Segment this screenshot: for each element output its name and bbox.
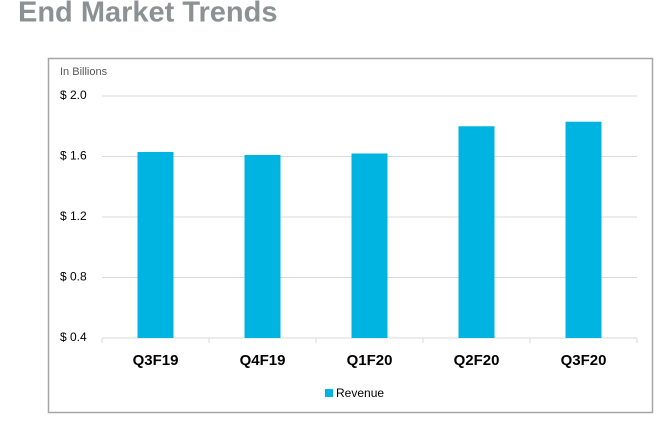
y-tick-label: $ 0.4 xyxy=(60,330,87,344)
bar xyxy=(458,126,495,338)
x-tick-label: Q4F19 xyxy=(240,352,286,369)
x-tick-label: Q3F19 xyxy=(133,352,179,369)
y-tick-label: $ 2.0 xyxy=(60,88,87,102)
bar xyxy=(351,153,388,338)
x-tick-label: Q1F20 xyxy=(347,352,393,369)
bar xyxy=(244,154,281,338)
x-tick-label: Q2F20 xyxy=(454,352,500,369)
bar xyxy=(137,151,174,338)
bar xyxy=(565,121,602,339)
y-tick-label: $ 1.6 xyxy=(60,149,87,163)
y-tick-label: $ 1.2 xyxy=(60,209,87,223)
legend-label: Revenue xyxy=(336,386,384,400)
legend-swatch xyxy=(325,389,333,397)
chart-frame xyxy=(47,57,654,414)
x-tick-label: Q3F20 xyxy=(561,352,607,369)
y-tick-label: $ 0.8 xyxy=(60,270,87,284)
y-axis-label: In Billions xyxy=(60,66,108,78)
chart-title: End Market Trends xyxy=(18,0,277,29)
